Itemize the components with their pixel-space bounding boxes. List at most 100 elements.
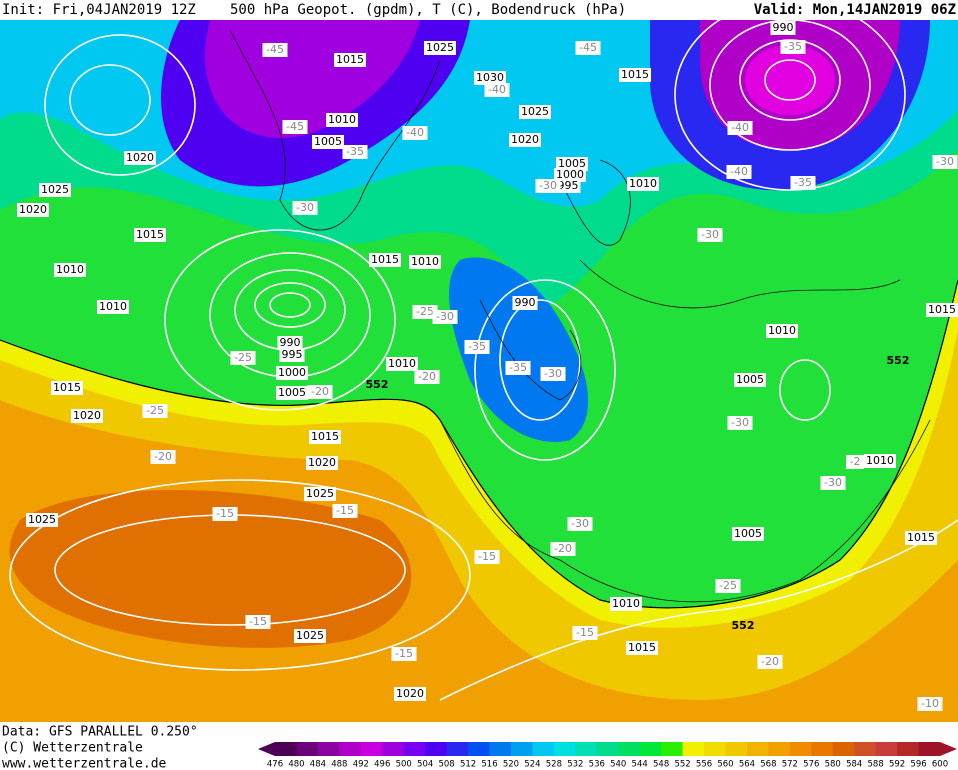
scale-swatch (468, 742, 491, 756)
title: 500 hPa Geopot. (gpdm), T (C), Bodendruc… (230, 2, 626, 18)
temperature-label: -15 (395, 647, 413, 660)
pressure-label-box (512, 296, 538, 310)
temperature-label: -35 (784, 40, 802, 53)
scale-swatch (725, 742, 748, 756)
scale-label: 496 (374, 760, 390, 770)
scale-swatch (575, 742, 598, 756)
temperature-label-box (474, 550, 500, 564)
pressure-label-box (369, 253, 401, 267)
scale-swatch (339, 742, 362, 756)
scale-label: 564 (739, 760, 755, 770)
temperature-label-box (790, 176, 816, 190)
scale-swatch (382, 742, 405, 756)
pressure-label: 1015 (621, 68, 649, 81)
pressure-label: 1015 (53, 381, 81, 394)
data-source: Data: GFS PARALLEL 0.250° (2, 725, 198, 740)
header-bar (0, 0, 958, 20)
pressure-label-box (864, 454, 896, 468)
pressure-label-box (279, 348, 305, 362)
temperature-label-box (402, 126, 428, 140)
temperature-label-box (505, 361, 531, 375)
pressure-label-box (39, 183, 71, 197)
temperature-label-box (212, 507, 238, 521)
pressure-label: 1025 (521, 105, 549, 118)
pressure-label: 1015 (311, 430, 339, 443)
temperature-label-box (726, 165, 752, 179)
pressure-label: 990 (280, 336, 301, 349)
pressure-label: 1005 (734, 527, 762, 540)
scale-label: 504 (417, 760, 433, 770)
pressure-label: 990 (515, 296, 536, 309)
pressure-label: 990 (773, 21, 794, 34)
temperature-label-box (715, 579, 741, 593)
temperature-label-box (484, 83, 510, 97)
pressure-label-box (304, 487, 336, 501)
temperature-label: -15 (216, 507, 234, 520)
pressure-label: 1015 (336, 53, 364, 66)
pressure-label: 995 (282, 348, 303, 361)
pressure-label-box (54, 263, 86, 277)
pressure-label: 1015 (928, 303, 956, 316)
scale-swatch (618, 742, 641, 756)
pressure-label-box (276, 366, 308, 380)
temperature-label-box (846, 455, 864, 469)
pressure-label: 1010 (768, 324, 796, 337)
temperature-label: -25 (719, 579, 737, 592)
temperature-label-box (464, 340, 490, 354)
pressure-label-box (556, 157, 588, 171)
map (0, 20, 958, 722)
temperature-label-box (757, 655, 783, 669)
pressure-label-box (134, 228, 166, 242)
copyright: (C) Wetterzentrale (2, 741, 143, 756)
pressure-label: 1010 (99, 300, 127, 313)
temperature-label: -30 (571, 517, 589, 530)
pressure-label-box (766, 324, 798, 338)
geopotential-label: 552 (366, 378, 389, 391)
pressure-label: 995 (558, 179, 579, 192)
pressure-label: 1010 (56, 263, 84, 276)
scale-swatch (275, 742, 297, 756)
scale-swatch (510, 742, 533, 756)
temperature-label: -20 (154, 450, 172, 463)
temperature-label: -40 (730, 165, 748, 178)
pressure-label: 1005 (558, 157, 586, 170)
temperature-label: -40 (731, 121, 749, 134)
pressure-label: 1025 (41, 183, 69, 196)
pressure-label: 1020 (19, 203, 47, 216)
temperature-label: -35 (468, 340, 486, 353)
url: www.wetterzentrale.de (2, 757, 167, 770)
scale-swatch (317, 742, 340, 756)
scale-label: 572 (782, 760, 798, 770)
temperature-label: -15 (478, 550, 496, 563)
scale-swatch (532, 742, 555, 756)
pressure-label-box (770, 21, 796, 35)
temperature-label-box (245, 615, 271, 629)
pressure-label: 1020 (308, 456, 336, 469)
temperature-label-box (142, 404, 168, 418)
scale-swatch (360, 742, 383, 756)
temperature-label: -45 (266, 43, 284, 56)
temperature-label: -25 (146, 404, 164, 417)
temperature-label: -30 (701, 228, 719, 241)
temperature-label-box (414, 370, 440, 384)
pressure-label: 1005 (736, 373, 764, 386)
temperature-label-box (230, 351, 256, 365)
pressure-label-box (394, 687, 426, 701)
scale-swatch (789, 742, 812, 756)
pressure-label-box (627, 177, 659, 191)
scale-swatch (897, 742, 920, 756)
temperature-label-box (262, 43, 288, 57)
pressure-label-box (17, 203, 49, 217)
pressure-label: 1030 (476, 71, 504, 84)
temperature-label-box (550, 542, 576, 556)
temperature-label: -20 (418, 370, 436, 383)
temperature-label: -25 (416, 305, 434, 318)
pressure-label: 1025 (296, 629, 324, 642)
temperature-label: -45 (579, 41, 597, 54)
pressure-label-box (312, 135, 344, 149)
pressure-label-box (734, 373, 766, 387)
pressure-label: 1010 (411, 255, 439, 268)
temperature-label: -20 (554, 542, 572, 555)
pressure-label: 1005 (278, 386, 306, 399)
